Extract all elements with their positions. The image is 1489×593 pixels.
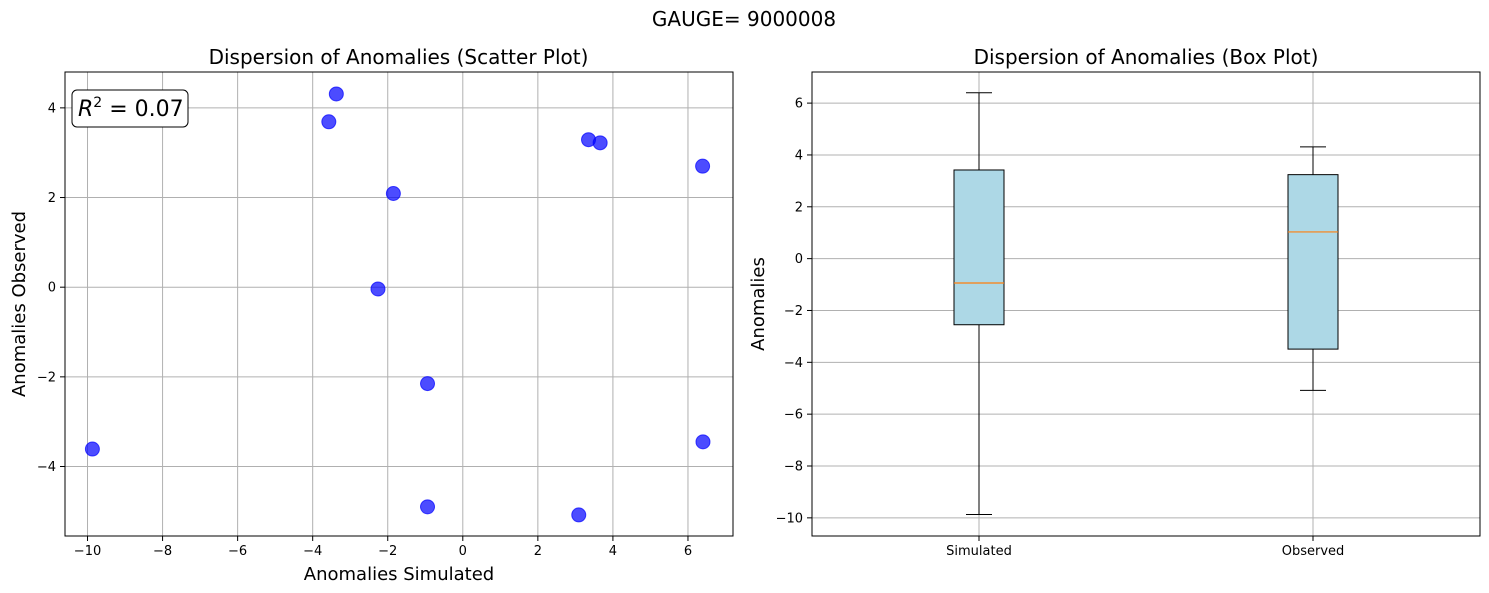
box-y-tick-label: 0 [795, 252, 803, 267]
scatter-plot-panel: Dispersion of Anomalies (Scatter Plot) −… [9, 45, 734, 585]
r-squared-exponent: 2 [93, 95, 102, 111]
box-y-axis-label: Anomalies [748, 257, 769, 351]
box-y-tick-label: −6 [784, 408, 803, 423]
scatter-y-tick-label: 2 [48, 191, 56, 206]
scatter-y-tick-label: 4 [48, 101, 56, 116]
box-y-tick-label: 6 [795, 97, 803, 112]
scatter-y-axis-label: Anomalies Observed [9, 211, 30, 397]
scatter-point [420, 499, 436, 515]
scatter-point [84, 441, 100, 457]
scatter-point [321, 114, 337, 130]
scatter-point [592, 135, 608, 151]
r-squared-annotation: R2 = 0.07 [71, 89, 189, 128]
scatter-x-tick-label: −8 [153, 544, 172, 559]
box-y-tick-label: −4 [784, 356, 803, 371]
scatter-y-tick-label: 0 [48, 281, 56, 296]
box-y-tick-label: 2 [795, 200, 803, 215]
box-iqr [953, 169, 1005, 326]
scatter-point [370, 281, 386, 297]
scatter-x-tick-label: −2 [378, 544, 397, 559]
scatter-x-tick-label: 2 [534, 544, 542, 559]
figure-suptitle: GAUGE= 9000008 [652, 7, 836, 31]
scatter-x-ticks: −10 −8 −6 −4 −2 0 2 4 6 [74, 536, 692, 559]
scatter-point [328, 86, 344, 102]
r-squared-text: R2 = 0.07 [78, 95, 184, 122]
scatter-y-ticks: −4 −2 0 2 4 [37, 101, 65, 475]
scatter-point [420, 376, 436, 392]
box-plot-panel: Dispersion of Anomalies (Box Plot) Simul… [748, 45, 1481, 559]
scatter-points [84, 86, 711, 523]
box-plot-title: Dispersion of Anomalies (Box Plot) [974, 45, 1319, 69]
scatter-x-tick-label: −10 [74, 544, 101, 559]
r-squared-box [71, 89, 189, 128]
r-squared-symbol: R [78, 97, 93, 122]
scatter-x-axis-label: Anomalies Simulated [304, 564, 494, 585]
scatter-plot-title: Dispersion of Anomalies (Scatter Plot) [209, 45, 589, 69]
scatter-grid [65, 72, 733, 536]
box-x-ticks: Simulated Observed [946, 536, 1344, 559]
scatter-point [695, 158, 711, 174]
scatter-point [695, 434, 711, 450]
box-y-tick-label: −2 [784, 304, 803, 319]
box-plot-frame [811, 71, 1481, 537]
scatter-x-tick-label: −4 [303, 544, 322, 559]
box-x-tick-label: Observed [1282, 544, 1345, 559]
box-y-tick-label: −10 [776, 511, 803, 526]
scatter-x-tick-label: −6 [228, 544, 247, 559]
box-y-tick-label: −8 [784, 460, 803, 475]
box-iqr [1287, 174, 1339, 350]
scatter-y-tick-label: −2 [37, 370, 56, 385]
scatter-point [571, 507, 587, 523]
scatter-point [385, 185, 401, 201]
box-y-ticks: −10 −8 −6 −4 −2 0 2 4 6 [776, 97, 812, 526]
box-grid [812, 72, 1480, 536]
box-y-tick-label: 4 [795, 148, 803, 163]
box-plot-boxes [953, 92, 1339, 515]
scatter-plot-frame [64, 71, 734, 537]
box-x-tick-label: Simulated [946, 544, 1012, 559]
scatter-x-tick-label: 6 [684, 544, 692, 559]
scatter-x-tick-label: 0 [459, 544, 467, 559]
scatter-y-tick-label: −4 [37, 460, 56, 475]
r-squared-value: = 0.07 [102, 97, 183, 122]
scatter-x-tick-label: 4 [609, 544, 617, 559]
